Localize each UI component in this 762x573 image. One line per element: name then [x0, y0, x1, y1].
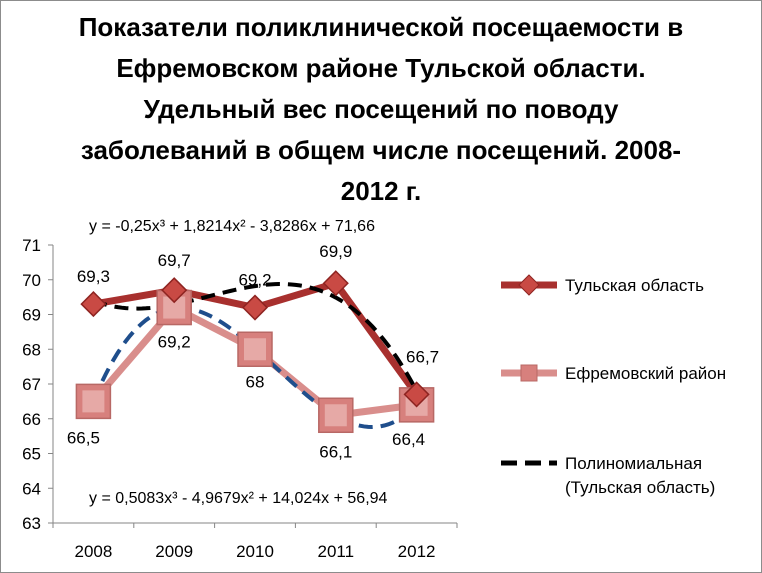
marker-square-inner [163, 296, 186, 319]
y-tick-label: 70 [22, 271, 41, 290]
y-tick-label: 71 [22, 236, 41, 255]
data-label-efremovsky: 66,5 [67, 428, 100, 447]
x-tick-label: 2011 [318, 542, 355, 561]
y-tick-label: 69 [22, 306, 41, 325]
y-tick-label: 67 [22, 375, 41, 394]
data-label-tula: 69,9 [319, 242, 352, 261]
x-tick-label: 2012 [398, 542, 436, 561]
y-tick-label: 66 [22, 410, 41, 429]
x-tick-label: 2008 [74, 542, 112, 561]
legend-label-trendline: Полиномиальная [565, 454, 702, 473]
marker-diamond-tula [241, 294, 269, 321]
data-label-tula: 69,7 [158, 251, 191, 270]
trendline-equation-tula: y = -0,25x³ + 1,8214x² - 3,8286x + 71,66 [89, 218, 375, 235]
marker-diamond-tula [161, 277, 188, 304]
marker-square-inner [324, 404, 347, 427]
legend-marker-efremovsky [520, 364, 538, 382]
trendline-equation-efremovsky: y = 0,5083x³ - 4,9679x² + 14,024x + 56,9… [89, 490, 388, 507]
data-label-tula: 69,3 [77, 267, 110, 286]
marker-diamond-tula [322, 270, 349, 297]
legend-label-tula: Тульская область [565, 276, 704, 295]
data-label-efremovsky: 66,1 [319, 442, 352, 461]
x-tick-label: 2009 [155, 542, 193, 561]
y-tick-label: 68 [22, 340, 41, 359]
chart-title: Показатели поликлинической посещаемости … [78, 12, 684, 206]
legend-marker-tula [518, 274, 540, 296]
marker-square-inner [82, 390, 105, 413]
x-tick-label: 2010 [236, 542, 274, 561]
trendline-tula [92, 282, 419, 392]
legend-label-efremovsky: Ефремовский район [565, 364, 726, 383]
marker-diamond-tula [80, 291, 107, 318]
marker-diamond-tula [403, 381, 430, 408]
y-tick-label: 65 [22, 445, 41, 464]
legend-label-trendline-sub: (Тульская область) [565, 478, 715, 497]
data-label-efremovsky: 69,2 [158, 333, 191, 352]
data-label-efremovsky: 68 [246, 372, 265, 391]
data-label-tula: 66,7 [406, 347, 439, 366]
data-label-tula: 69,2 [238, 271, 271, 290]
y-tick-label: 64 [22, 479, 41, 498]
data-label-efremovsky: 66,4 [392, 430, 425, 449]
y-tick-label: 63 [22, 514, 41, 533]
marker-square-inner [244, 338, 266, 361]
